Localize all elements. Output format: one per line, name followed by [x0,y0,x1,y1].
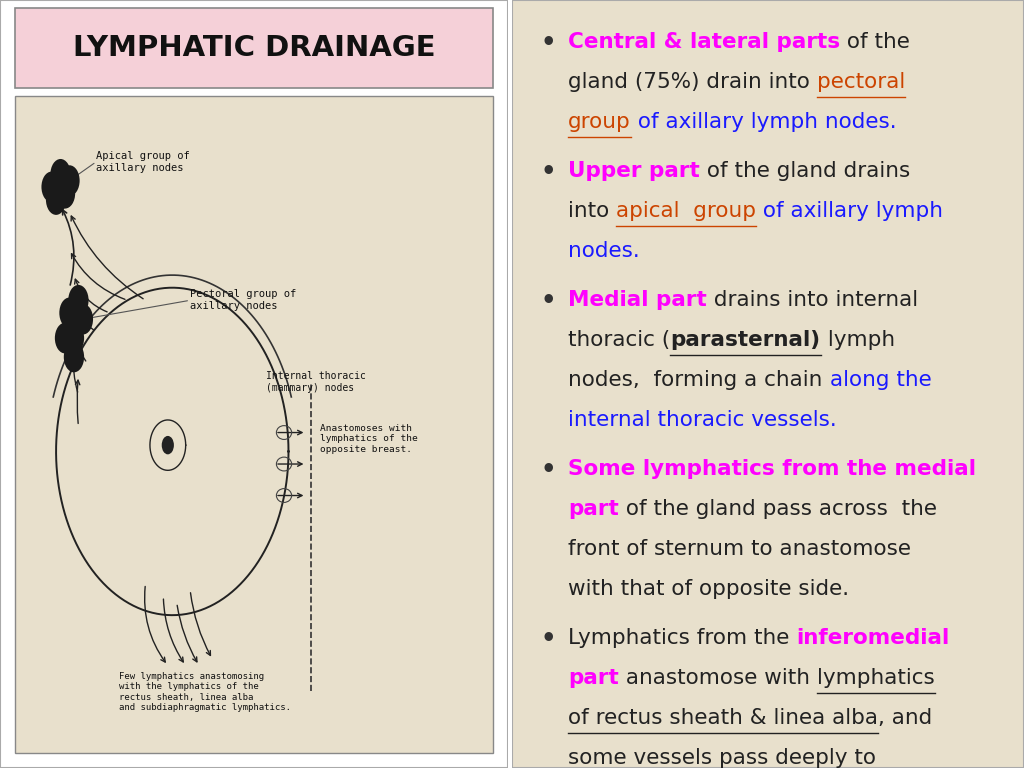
Text: •: • [540,160,556,184]
Text: thoracic (: thoracic ( [568,330,671,350]
Text: front of sternum to anastomose: front of sternum to anastomose [568,539,911,559]
Text: lymph: lymph [820,330,895,350]
Circle shape [55,323,75,353]
Text: pectoral: pectoral [817,72,905,92]
Text: drains into internal: drains into internal [707,290,919,310]
Text: group: group [568,112,631,132]
Text: , and: , and [879,708,933,728]
Text: of the gland pass across  the: of the gland pass across the [620,499,937,519]
FancyBboxPatch shape [15,96,493,753]
Text: nodes,  forming a chain: nodes, forming a chain [568,370,829,390]
Text: •: • [540,31,556,55]
Text: LYMPHATIC DRAINAGE: LYMPHATIC DRAINAGE [73,34,435,61]
Text: Internal thoracic
(mammary) nodes: Internal thoracic (mammary) nodes [266,372,366,393]
Text: Pectoral group of
axillary nodes: Pectoral group of axillary nodes [190,290,296,311]
Circle shape [63,323,84,353]
Text: Upper part: Upper part [568,161,700,181]
Circle shape [46,184,67,215]
Text: Anastomoses with
lymphatics of the
opposite breast.: Anastomoses with lymphatics of the oppos… [319,424,418,454]
Text: inferomedial: inferomedial [797,628,950,648]
Text: into: into [568,201,616,221]
Text: along the: along the [829,370,931,390]
Circle shape [50,159,71,190]
Text: part: part [568,668,620,688]
Text: apical  group: apical group [616,201,757,221]
Circle shape [73,304,93,335]
FancyBboxPatch shape [15,8,493,88]
Text: of axillary lymph: of axillary lymph [757,201,943,221]
FancyBboxPatch shape [512,0,1024,768]
Circle shape [69,285,89,316]
Text: parasternal): parasternal) [671,330,820,350]
Text: gland (75%) drain into: gland (75%) drain into [568,72,817,92]
Text: Medial part: Medial part [568,290,707,310]
Text: of the gland drains: of the gland drains [700,161,910,181]
Text: anastomose with: anastomose with [620,668,817,688]
Text: with that of opposite side.: with that of opposite side. [568,579,850,599]
Text: nodes.: nodes. [568,241,640,261]
Text: of axillary lymph nodes.: of axillary lymph nodes. [631,112,897,132]
FancyBboxPatch shape [0,0,508,768]
Text: of the: of the [841,32,910,52]
Text: Few lymphatics anastomosing
with the lymphatics of the
rectus sheath, linea alba: Few lymphatics anastomosing with the lym… [119,672,291,712]
Circle shape [63,342,84,372]
Circle shape [162,436,174,455]
Text: Apical group of
axillary nodes: Apical group of axillary nodes [96,151,190,173]
Circle shape [59,297,80,328]
Text: internal thoracic vessels.: internal thoracic vessels. [568,410,837,430]
Text: Lymphatics from the: Lymphatics from the [568,628,797,648]
Text: lymphatics: lymphatics [817,668,935,688]
Text: •: • [540,458,556,482]
Text: some vessels pass deeply to: some vessels pass deeply to [568,748,877,768]
Text: of rectus sheath & linea alba: of rectus sheath & linea alba [568,708,879,728]
Text: Central & lateral parts: Central & lateral parts [568,32,841,52]
Text: Some lymphatics from the medial: Some lymphatics from the medial [568,459,976,479]
Text: •: • [540,289,556,313]
Text: •: • [540,627,556,650]
Circle shape [55,178,75,209]
Text: part: part [568,499,620,519]
Circle shape [41,171,61,202]
Circle shape [59,165,80,196]
